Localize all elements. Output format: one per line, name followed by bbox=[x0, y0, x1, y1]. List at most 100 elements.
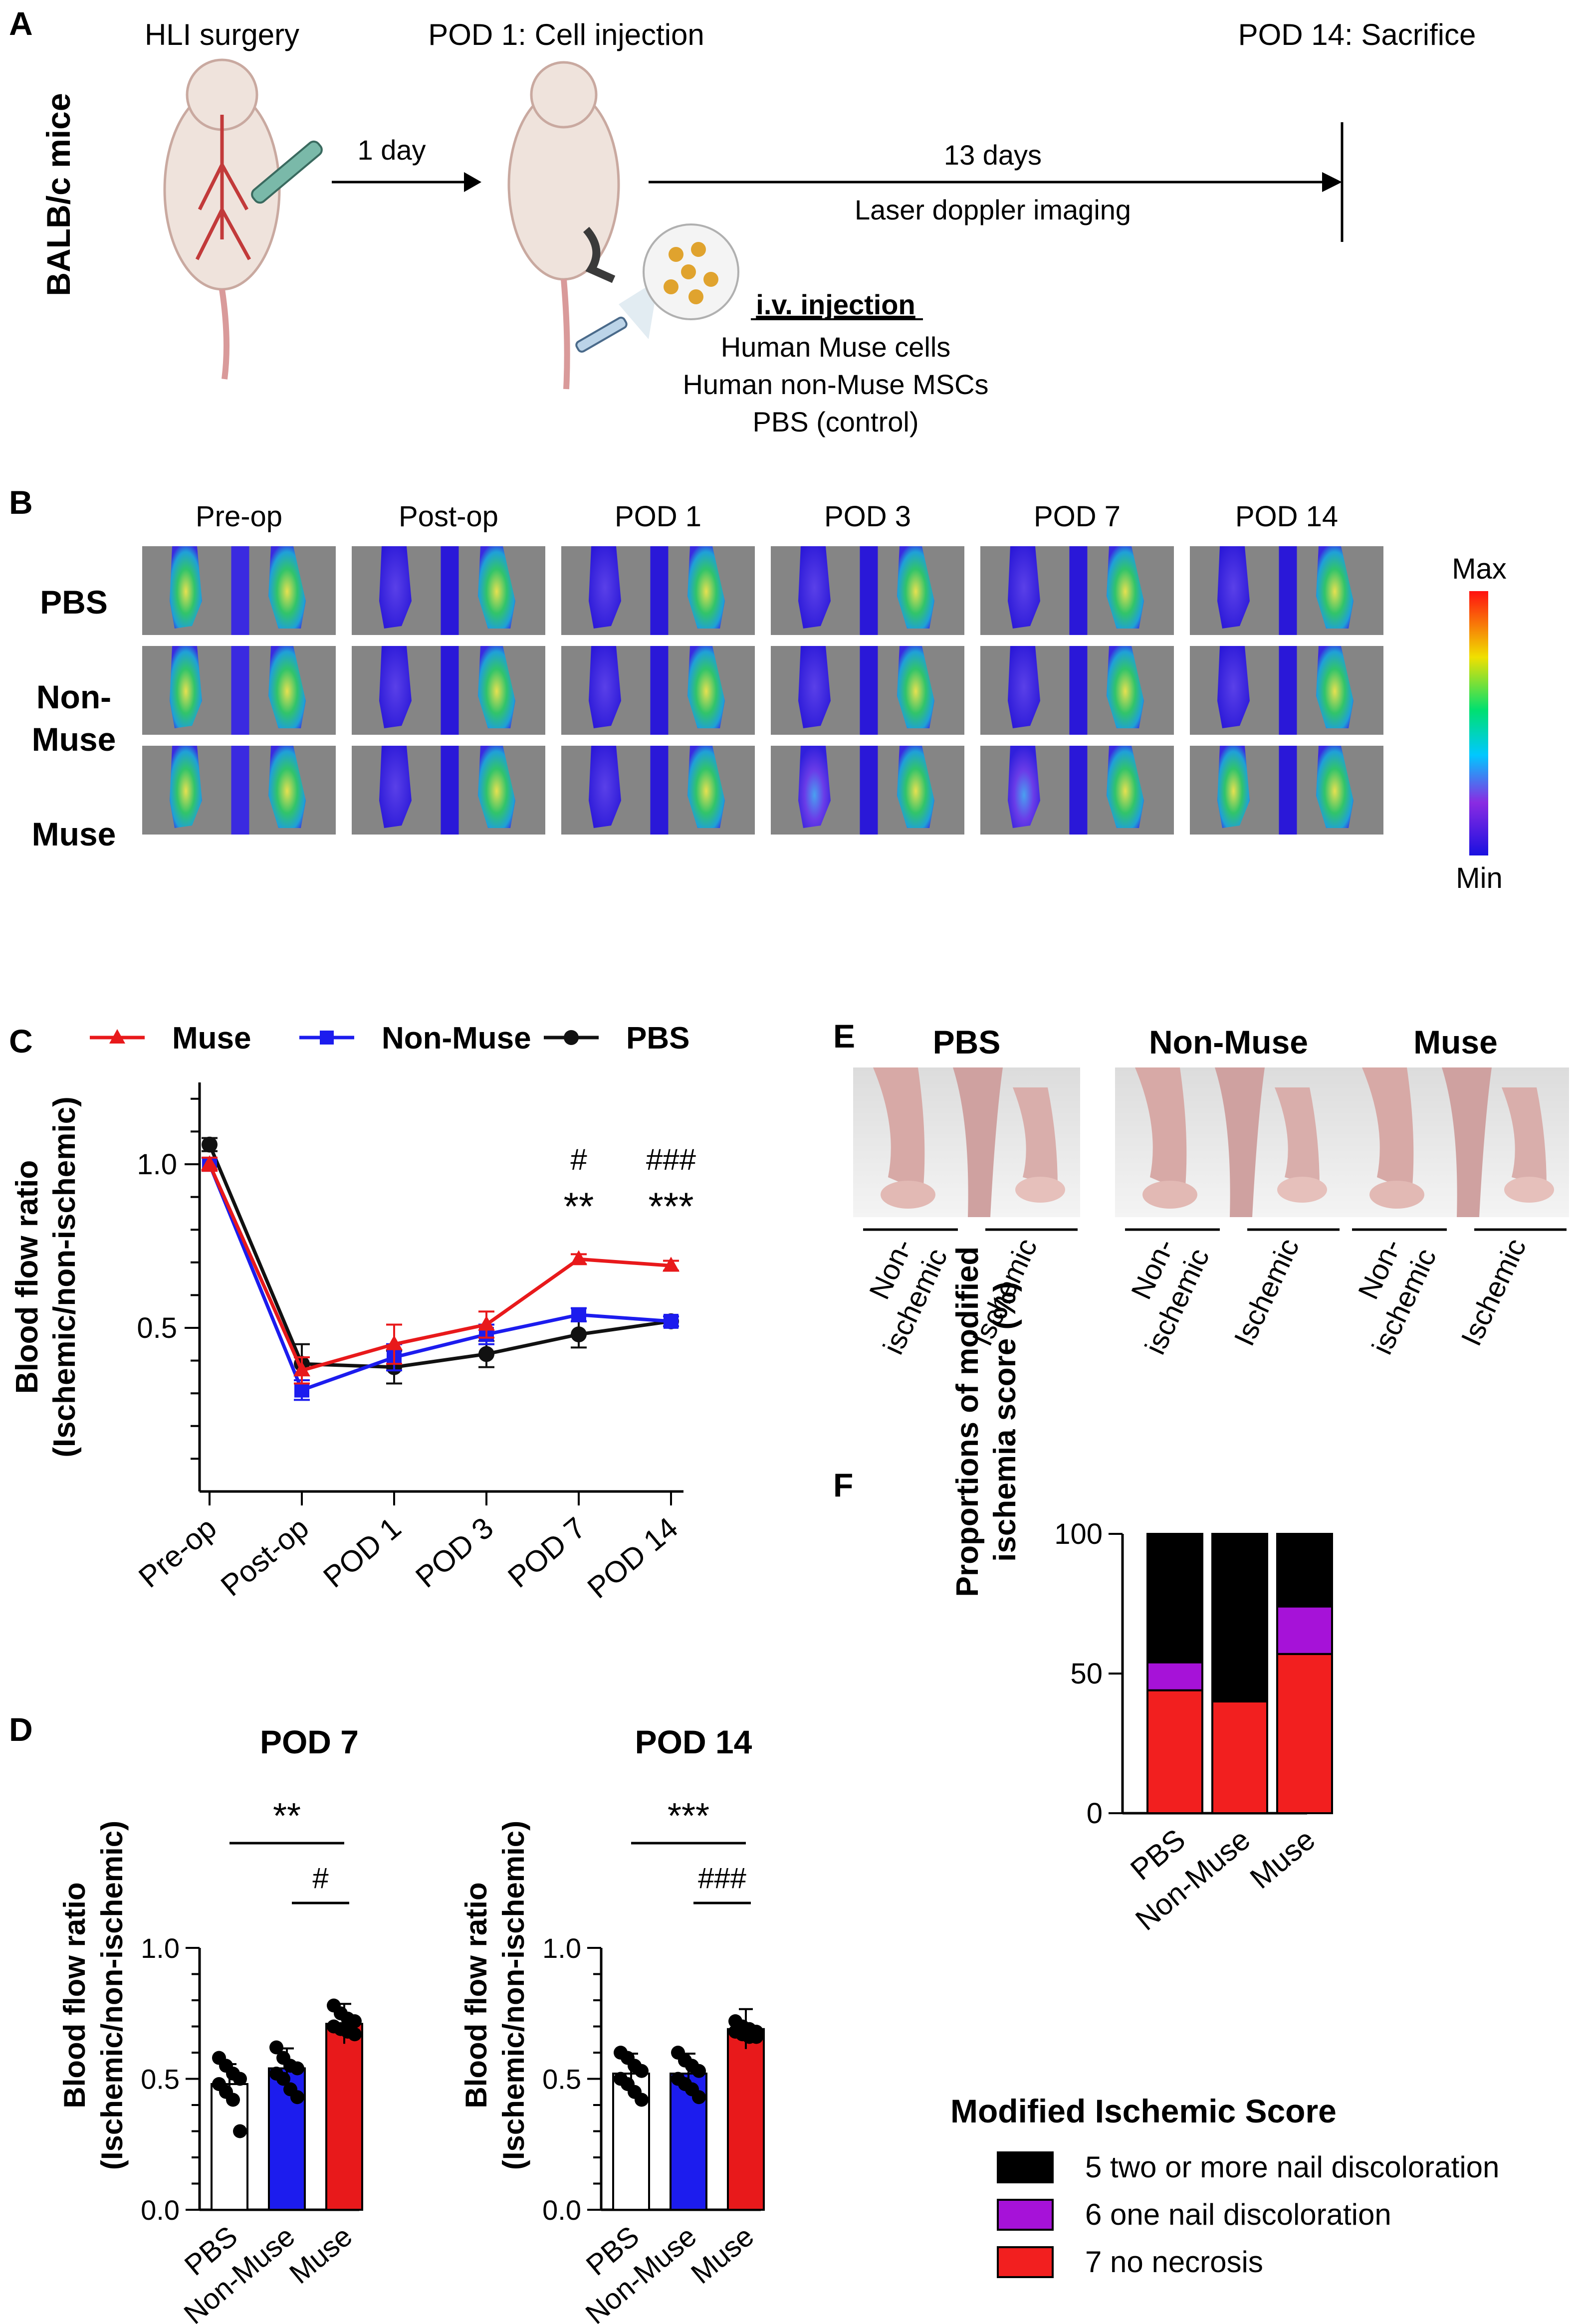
panel-f-label: F bbox=[833, 1467, 853, 1503]
d-data-point bbox=[692, 2090, 706, 2105]
e-label-ischemic: Ischemic bbox=[1455, 1234, 1533, 1351]
e-limb-photo bbox=[1342, 1067, 1569, 1217]
column-label: POD 3 bbox=[824, 500, 911, 533]
c-legend-label: Non-Muse bbox=[382, 1021, 531, 1056]
f-stack-segment bbox=[1146, 1689, 1203, 1815]
d-y-tick-label: 0.5 bbox=[141, 2064, 180, 2095]
c-x-tick-label: POD 3 bbox=[409, 1511, 499, 1594]
c-point-pbs bbox=[202, 1136, 218, 1153]
doppler-image bbox=[980, 546, 1174, 635]
c-star-annotation: ** bbox=[564, 1184, 594, 1228]
f-stack-segment bbox=[1211, 1700, 1268, 1814]
e-limb-photo bbox=[1115, 1067, 1342, 1217]
f-stack-segment bbox=[1211, 1533, 1268, 1702]
c-point-muse bbox=[201, 1155, 218, 1170]
d-data-point bbox=[692, 2064, 706, 2078]
doppler-image bbox=[980, 646, 1174, 735]
panel-d-label: D bbox=[9, 1711, 33, 1748]
doppler-image bbox=[561, 746, 755, 835]
doppler-image bbox=[771, 746, 964, 835]
panel-a: A BALB/c mice HLI surgery POD 1: Cell in… bbox=[9, 5, 1476, 437]
c-y-tick-label: 1.0 bbox=[137, 1148, 177, 1181]
d-sig-label: ### bbox=[698, 1862, 746, 1895]
panel-b: B Pre-op Post-op POD 1 POD 3 POD 7 POD 14 PBS… bbox=[9, 484, 1507, 894]
doppler-image bbox=[352, 546, 545, 635]
c-series-line bbox=[208, 1163, 672, 1393]
doppler-image bbox=[1190, 646, 1383, 735]
d-sig-label: # bbox=[312, 1862, 328, 1895]
d-data-point bbox=[269, 2040, 283, 2055]
c-y-tick-label: 0.5 bbox=[137, 1312, 177, 1344]
c-legend-label: Muse bbox=[172, 1021, 251, 1056]
injection-item-muse: Human Muse cells bbox=[721, 331, 951, 363]
d-data-point bbox=[348, 2014, 362, 2028]
step-cell-injection: POD 1: Cell injection bbox=[428, 18, 704, 51]
injection-item-pbs: PBS (control) bbox=[753, 406, 919, 437]
doppler-image bbox=[1190, 546, 1383, 635]
d-data-point bbox=[635, 2064, 649, 2078]
d-data-point bbox=[749, 2030, 763, 2044]
f-stack-segment bbox=[1146, 1533, 1203, 1664]
injection-title: i.v. injection bbox=[756, 289, 915, 320]
doppler-image bbox=[771, 646, 964, 735]
doppler-image bbox=[142, 746, 336, 835]
interval-13-days: 13 days bbox=[944, 139, 1042, 171]
d-x-tick-label: Muse bbox=[283, 2220, 358, 2290]
doppler-image bbox=[561, 646, 755, 735]
column-label: POD 14 bbox=[1235, 500, 1338, 533]
panel-a-label: A bbox=[9, 5, 33, 42]
e-group-title: PBS bbox=[933, 1024, 1001, 1060]
d1-ylabel-line2: (Ischemic/non-ischemic) bbox=[95, 1821, 129, 2170]
panel-e-label: E bbox=[833, 1018, 855, 1055]
interval-1-day: 1 day bbox=[358, 134, 426, 166]
doppler-image bbox=[142, 646, 336, 735]
panel-b-label: B bbox=[9, 484, 33, 521]
doppler-image bbox=[352, 746, 545, 835]
c-point-muse bbox=[293, 1361, 310, 1377]
d-data-point bbox=[290, 2061, 304, 2076]
c-point-non-muse bbox=[294, 1382, 309, 1398]
d-data-point bbox=[290, 2090, 304, 2105]
c-x-tick-label: POD 14 bbox=[581, 1511, 684, 1605]
c-hash-annotation: # bbox=[570, 1143, 587, 1176]
d-data-point bbox=[348, 2027, 362, 2042]
c-legend-marker bbox=[109, 1029, 125, 1044]
f-stack-segment bbox=[1146, 1661, 1203, 1691]
panel-c: C Muse Non-Muse PBS Blood flow ratio (Isch… bbox=[9, 1021, 696, 1605]
d-bar bbox=[727, 2028, 765, 2211]
f-stack-segment bbox=[1276, 1605, 1333, 1655]
e-group-title: Non-Muse bbox=[1149, 1024, 1308, 1060]
e-group-title: Muse bbox=[1413, 1024, 1498, 1060]
d-data-point bbox=[635, 2093, 649, 2107]
doppler-image bbox=[142, 546, 336, 635]
d-sig-label: *** bbox=[668, 1796, 709, 1836]
row-label-non-muse-2: Muse bbox=[32, 721, 116, 758]
doppler-image bbox=[980, 746, 1174, 835]
c-point-non-muse bbox=[664, 1313, 678, 1329]
f-y-tick-label: 50 bbox=[1070, 1658, 1103, 1690]
c-point-muse bbox=[386, 1335, 403, 1350]
d-data-point bbox=[276, 2072, 290, 2086]
doppler-image bbox=[352, 646, 545, 735]
f-y-tick-label: 100 bbox=[1054, 1518, 1103, 1550]
imaging-label: Laser doppler imaging bbox=[855, 194, 1131, 225]
d2-ylabel-line1: Blood flow ratio bbox=[459, 1882, 493, 2108]
mice-strain-label: BALB/c mice bbox=[40, 93, 77, 296]
panel-c-label: C bbox=[9, 1023, 33, 1059]
f-ylabel-line2: ischemia score (%) bbox=[988, 1281, 1022, 1562]
f-legend-swatch bbox=[997, 2151, 1054, 2183]
scale-min-label: Min bbox=[1456, 862, 1502, 894]
f-legend-label: 6 one nail discoloration bbox=[1085, 2198, 1391, 2231]
c-hash-annotation: ### bbox=[646, 1143, 696, 1176]
d-y-tick-label: 1.0 bbox=[141, 1932, 180, 1964]
c-legend-marker bbox=[564, 1030, 579, 1045]
d-x-tick-label: Muse bbox=[685, 2220, 760, 2290]
c-point-pbs bbox=[571, 1326, 587, 1343]
d1-ylabel-line1: Blood flow ratio bbox=[58, 1882, 91, 2108]
row-label-non-muse-1: Non- bbox=[36, 678, 111, 715]
e-label-ischemic: Ischemic bbox=[1228, 1234, 1306, 1351]
injection-item-non-muse: Human non-Muse MSCs bbox=[682, 369, 988, 400]
c-x-tick-label: POD 1 bbox=[317, 1511, 407, 1594]
f-legend-label: 5 two or more nail discoloration bbox=[1085, 2150, 1499, 2184]
mouse-surgery-illustration bbox=[163, 58, 323, 380]
